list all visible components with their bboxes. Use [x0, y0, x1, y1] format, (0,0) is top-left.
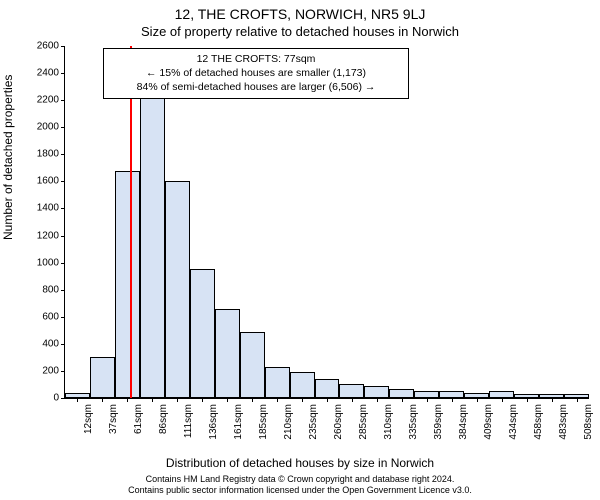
callout-box: 12 THE CROFTS: 77sqm← 15% of detached ho…	[103, 48, 409, 99]
histogram-bar	[315, 379, 340, 398]
figure-subtitle: Size of property relative to detached ho…	[0, 24, 600, 39]
x-tick	[252, 398, 253, 402]
x-tick-label: 61sqm	[133, 404, 144, 434]
x-tick-label: 185sqm	[258, 404, 269, 440]
reference-line	[130, 46, 132, 398]
x-tick	[352, 398, 353, 402]
x-tick-label: 136sqm	[208, 404, 219, 440]
x-tick	[277, 398, 278, 402]
figure-root: 12, THE CROFTS, NORWICH, NR5 9LJ Size of…	[0, 0, 600, 500]
attribution-line-1: Contains HM Land Registry data © Crown c…	[146, 474, 455, 484]
y-tick-label: 1000	[37, 257, 65, 268]
x-tick-label: 310sqm	[383, 404, 394, 440]
x-tick	[377, 398, 378, 402]
x-tick	[302, 398, 303, 402]
histogram-bar	[140, 97, 165, 398]
x-tick-label: 12sqm	[83, 404, 94, 434]
histogram-bar	[115, 171, 140, 398]
x-tick-label: 409sqm	[483, 404, 494, 440]
x-tick	[477, 398, 478, 402]
attribution-line-2: Contains public sector information licen…	[128, 485, 472, 495]
histogram-bar	[414, 391, 439, 398]
x-tick	[177, 398, 178, 402]
x-tick	[77, 398, 78, 402]
x-tick	[577, 398, 578, 402]
figure-title: 12, THE CROFTS, NORWICH, NR5 9LJ	[0, 6, 600, 22]
y-tick-label: 1200	[37, 230, 65, 241]
x-tick-label: 434sqm	[508, 404, 519, 440]
y-tick-label: 2600	[37, 41, 65, 52]
histogram-bar	[165, 181, 190, 398]
x-tick	[227, 398, 228, 402]
x-tick	[452, 398, 453, 402]
x-tick	[552, 398, 553, 402]
histogram-bar	[290, 372, 315, 398]
y-tick-label: 0	[53, 393, 65, 404]
x-tick-label: 86sqm	[158, 404, 169, 434]
histogram-bar	[439, 391, 464, 398]
x-tick	[402, 398, 403, 402]
y-tick-label: 2200	[37, 95, 65, 106]
y-tick-label: 400	[42, 338, 65, 349]
histogram-bar	[339, 384, 364, 398]
y-tick-label: 2000	[37, 122, 65, 133]
x-tick	[102, 398, 103, 402]
x-tick	[327, 398, 328, 402]
histogram-bar	[265, 367, 290, 398]
callout-line: 12 THE CROFTS: 77sqm	[110, 52, 402, 66]
x-tick-label: 384sqm	[458, 404, 469, 440]
y-tick-label: 1800	[37, 149, 65, 160]
figure-attribution: Contains HM Land Registry data © Crown c…	[0, 474, 600, 496]
x-tick-label: 235sqm	[308, 404, 319, 440]
y-tick-label: 1600	[37, 176, 65, 187]
histogram-bar	[364, 386, 389, 398]
callout-line: ← 15% of detached houses are smaller (1,…	[110, 66, 402, 80]
y-tick-label: 600	[42, 311, 65, 322]
histogram-bar	[489, 391, 514, 398]
histogram-bar	[240, 332, 265, 398]
histogram-bar	[190, 269, 215, 398]
x-tick-label: 285sqm	[358, 404, 369, 440]
x-tick-label: 111sqm	[183, 404, 194, 438]
callout-line: 84% of semi-detached houses are larger (…	[110, 80, 402, 94]
x-tick	[427, 398, 428, 402]
x-tick-label: 335sqm	[408, 404, 419, 440]
x-tick-label: 37sqm	[108, 404, 119, 434]
x-tick	[202, 398, 203, 402]
x-tick-label: 483sqm	[558, 404, 569, 440]
x-tick-label: 508sqm	[583, 404, 594, 440]
histogram-bar	[215, 309, 240, 398]
x-tick-label: 359sqm	[433, 404, 444, 440]
x-axis-label: Distribution of detached houses by size …	[0, 456, 600, 470]
x-tick-label: 260sqm	[333, 404, 344, 440]
x-tick	[127, 398, 128, 402]
x-tick	[502, 398, 503, 402]
x-tick	[527, 398, 528, 402]
chart-plot-area: 0200400600800100012001400160018002000220…	[64, 46, 589, 399]
x-tick-label: 210sqm	[283, 404, 294, 440]
x-tick-label: 161sqm	[233, 404, 244, 440]
x-tick	[152, 398, 153, 402]
histogram-bar	[90, 357, 115, 398]
x-tick-label: 458sqm	[533, 404, 544, 440]
y-tick-label: 800	[42, 284, 65, 295]
y-axis-label: Number of detached properties	[1, 75, 15, 240]
histogram-bar	[389, 389, 414, 398]
y-tick-label: 200	[42, 365, 65, 376]
y-tick-label: 2400	[37, 68, 65, 79]
y-tick-label: 1400	[37, 203, 65, 214]
